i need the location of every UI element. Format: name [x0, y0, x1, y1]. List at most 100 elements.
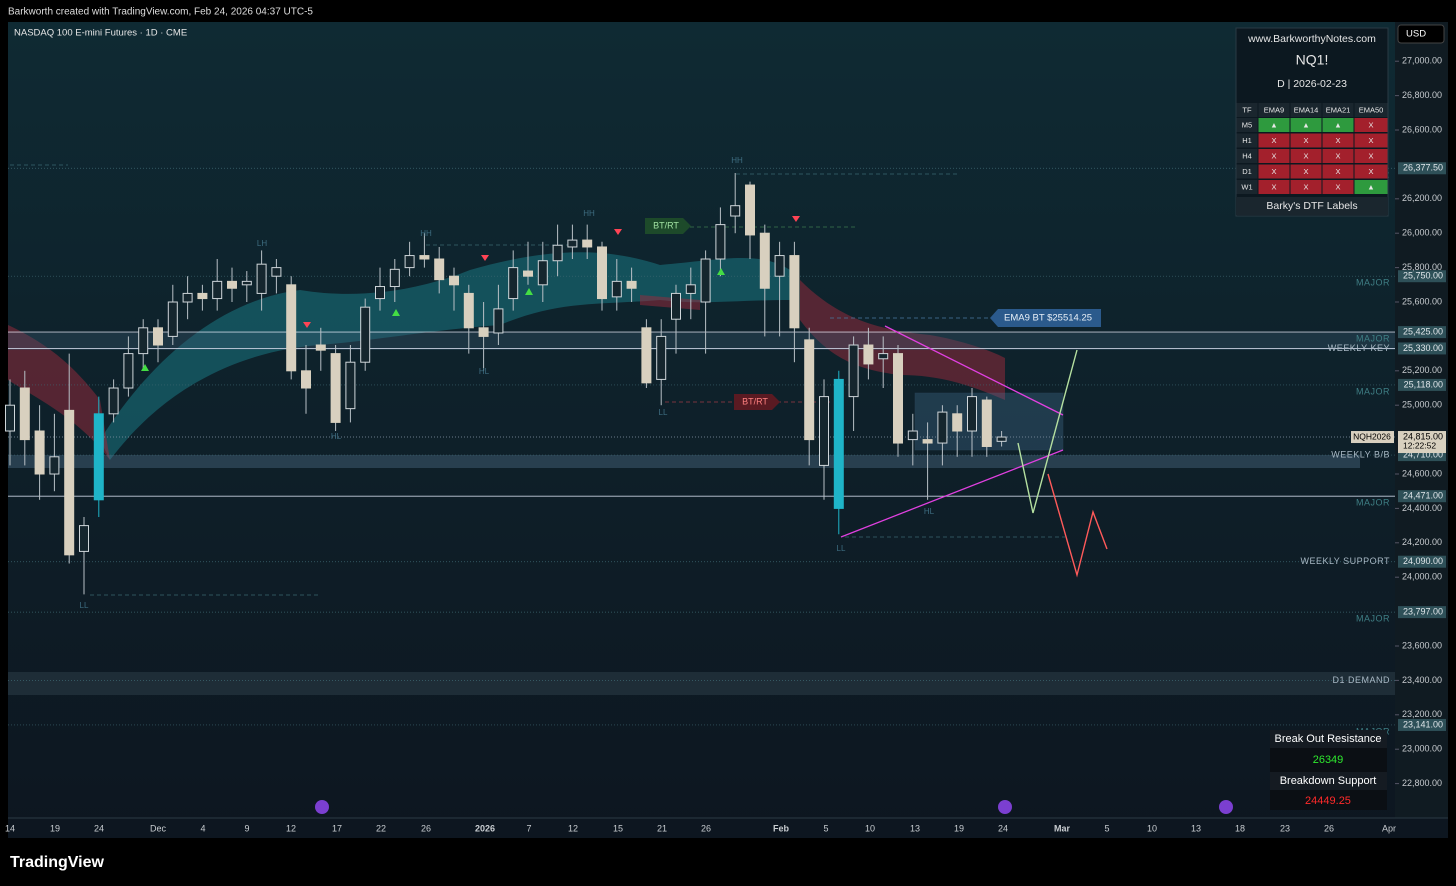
x-tick-label: 26 [421, 823, 431, 833]
level-price-box [1398, 270, 1446, 283]
weekly-bb-zone [8, 455, 1360, 468]
table-cell [1322, 118, 1354, 132]
candle-body [626, 280, 637, 289]
x-tick-label: 7 [526, 823, 531, 833]
event-icon[interactable] [998, 800, 1012, 814]
target-support: 24449.25 [1305, 795, 1351, 807]
x-tick-label: 26 [1324, 823, 1334, 833]
candle-body [315, 344, 326, 351]
table-cell [1354, 133, 1388, 148]
y-tick-label: 26,200.00 [1402, 193, 1442, 203]
target-support-label: Breakdown Support [1280, 775, 1377, 787]
swing-label: HL [924, 507, 935, 516]
level-price: 23,797.00 [1403, 606, 1443, 616]
candle-body [241, 280, 252, 286]
candle-body [463, 292, 474, 329]
candle-body [153, 327, 163, 346]
level-price-box [1398, 718, 1446, 731]
candle-body [167, 301, 178, 337]
event-icon[interactable] [1219, 800, 1233, 814]
level-price-box [1398, 378, 1446, 391]
table-cell [1236, 103, 1258, 117]
table-cell-text: X [1335, 182, 1340, 191]
symbol-box [1351, 431, 1394, 444]
level-label: MAJOR [1356, 498, 1390, 508]
swing-label: HH [731, 156, 743, 165]
x-tick-label: 12 [568, 823, 578, 833]
candle-body [582, 239, 593, 248]
table-cell-text: EMA50 [1359, 105, 1384, 114]
candle-body [848, 344, 859, 398]
credit: Barkworth created with TradingView.com, … [8, 7, 313, 18]
candle-body [478, 327, 489, 337]
x-tick-label: 19 [50, 823, 60, 833]
level-price-box [1398, 606, 1446, 619]
currency[interactable]: USD [1406, 29, 1426, 40]
level-price: 26,377.50 [1403, 163, 1443, 173]
table-cell [1354, 118, 1388, 132]
level-price: 25,118.00 [1404, 379, 1443, 389]
table-cell-text: X [1271, 151, 1276, 160]
x-tick-label: Apr [1382, 823, 1396, 833]
footer: Barky's DTF Labels [1266, 200, 1357, 212]
table-cell-text: EMA21 [1326, 105, 1351, 114]
table-cell-text: EMA9 [1264, 105, 1284, 114]
candle-body [715, 224, 726, 260]
x-tick-label: 4 [200, 823, 205, 833]
candle-body [641, 327, 652, 384]
candle-body [700, 258, 711, 303]
table-cell-text: X [1303, 136, 1308, 145]
table-cell-text: W1 [1241, 182, 1252, 191]
table-cell-text: X [1271, 182, 1276, 191]
table-cell [1290, 103, 1322, 117]
x-tick-label: 10 [1147, 823, 1157, 833]
table-cell [1290, 149, 1322, 163]
candle-body [611, 280, 622, 298]
y-tick-label: 24,200.00 [1402, 537, 1442, 547]
table-cell [1236, 133, 1258, 148]
candle-body [759, 232, 770, 289]
candle-body [138, 327, 149, 355]
table-cell-text: X [1368, 167, 1373, 176]
table-cell [1322, 164, 1354, 179]
candle-body [685, 284, 696, 294]
candle-body [893, 353, 903, 444]
ema-ribbon-up [100, 252, 790, 460]
x-tick-label: Dec [150, 823, 167, 833]
table-cell [1290, 133, 1322, 148]
candle-body [656, 335, 667, 380]
y-tick-label: 26,000.00 [1402, 228, 1442, 238]
table-cell-text: H4 [1242, 151, 1252, 160]
table-cell-text: M5 [1242, 120, 1252, 129]
candle-body [745, 184, 755, 236]
level-label: WEEKLY KEY [1328, 343, 1390, 353]
candle-body [434, 258, 445, 281]
tag-box [645, 218, 691, 234]
event-icons [315, 800, 1233, 814]
swing-label: HH [420, 229, 432, 238]
y-tick-label: 25,200.00 [1402, 365, 1442, 375]
candle-body [123, 353, 134, 389]
candle-body [967, 396, 977, 432]
event-icon[interactable] [315, 800, 329, 814]
candle-body [981, 399, 992, 447]
x-tick-label: Mar [1054, 823, 1071, 833]
currency-box[interactable] [1397, 24, 1445, 44]
target-resistance: 26349 [1313, 754, 1344, 766]
table-cell-text: X [1335, 151, 1340, 160]
table-cell [1354, 103, 1388, 117]
table-cell [1322, 103, 1354, 117]
target-header [1270, 730, 1387, 748]
swing-label: LL [659, 408, 668, 417]
candle-body [449, 275, 459, 286]
tag-box [990, 309, 1101, 327]
table-cell [1258, 118, 1290, 132]
y-tick-label: 23,400.00 [1402, 675, 1442, 685]
price-axis [1395, 22, 1448, 818]
trendline [840, 449, 1064, 538]
table-cell-text: X [1271, 136, 1276, 145]
candle-body [493, 308, 504, 334]
x-tick-label: 14 [5, 823, 15, 833]
level-label: MAJOR [1356, 278, 1390, 288]
table-cell [1258, 133, 1290, 148]
